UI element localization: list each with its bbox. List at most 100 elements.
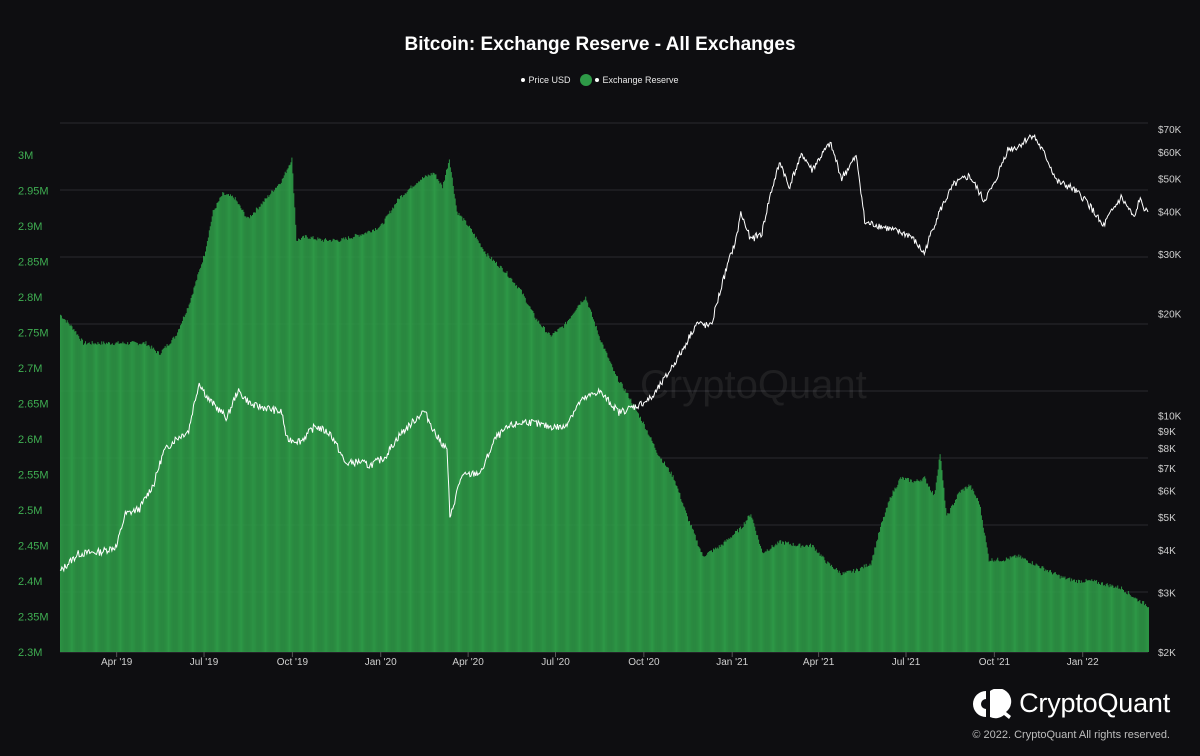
reserve-bar	[1014, 554, 1016, 652]
reserve-bar	[102, 344, 104, 652]
reserve-bar	[693, 533, 695, 652]
reserve-bar	[922, 478, 924, 652]
reserve-bar	[421, 179, 423, 652]
reserve-bar	[364, 233, 366, 652]
reserve-bar	[1010, 557, 1012, 652]
legend-price-label: Price USD	[528, 75, 571, 85]
reserve-bar	[885, 507, 887, 652]
reserve-bar	[891, 496, 893, 652]
reserve-bar	[681, 501, 683, 652]
left-tick-label: 2.35M	[18, 612, 49, 624]
reserve-bar	[645, 430, 647, 652]
reserve-bar	[991, 558, 993, 652]
reserve-bar	[719, 546, 721, 652]
reserve-bar	[737, 532, 739, 652]
reserve-bar	[79, 338, 81, 652]
reserve-bar	[1081, 582, 1083, 652]
reserve-bar	[354, 233, 356, 652]
reserve-bar	[300, 239, 302, 652]
reserve-bar	[446, 169, 447, 652]
reserve-bar	[87, 342, 89, 652]
reserve-bar	[548, 332, 550, 652]
reserve-bar	[321, 240, 323, 652]
reserve-bar	[1093, 581, 1095, 652]
reserve-bar	[921, 481, 923, 652]
reserve-bar	[940, 461, 942, 652]
reserve-bar	[221, 196, 223, 652]
reserve-bar	[97, 341, 99, 652]
reserve-bar	[930, 492, 932, 652]
reserve-bar	[1045, 569, 1047, 652]
reserve-bar	[625, 392, 627, 652]
reserve-bar	[439, 183, 441, 652]
reserve-bar	[541, 326, 543, 652]
reserve-bar	[128, 344, 130, 652]
reserve-bar	[172, 337, 174, 652]
reserve-bar	[552, 333, 554, 652]
reserve-bar	[697, 545, 699, 652]
reserve-bar	[1025, 558, 1027, 652]
reserve-bar	[381, 222, 383, 652]
legend-reserve-marker-icon	[580, 74, 593, 86]
reserve-bar	[136, 342, 138, 652]
reserve-bar	[126, 344, 128, 652]
reserve-bar	[434, 174, 436, 652]
reserve-bar	[847, 570, 849, 652]
reserve-bar	[749, 516, 751, 652]
reserve-bar	[453, 193, 455, 652]
reserve-bar	[344, 239, 346, 652]
reserve-bar	[632, 405, 634, 652]
reserve-bar	[602, 344, 604, 652]
reserve-bar	[598, 336, 600, 652]
reserve-bar	[447, 163, 449, 653]
reserve-bar	[878, 532, 880, 652]
reserve-bar	[467, 225, 469, 652]
reserve-bar	[231, 195, 233, 652]
legend-item-price[interactable]: Price USD	[521, 75, 570, 85]
reserve-bar	[606, 352, 608, 652]
reserve-bar	[455, 205, 457, 652]
reserve-bar	[322, 239, 324, 652]
reserve-bar	[270, 193, 272, 652]
reserve-bar	[474, 237, 476, 652]
reserve-bar	[161, 349, 163, 652]
reserve-bar	[641, 422, 643, 652]
reserve-bar	[257, 209, 259, 652]
reserve-bar	[699, 548, 701, 652]
reserve-bar	[1022, 557, 1024, 652]
reserve-bar	[293, 193, 295, 652]
reserve-bar	[388, 213, 390, 653]
reserve-bar	[1144, 605, 1146, 652]
reserve-bar	[620, 382, 622, 652]
left-axis-ticks: 3M 2.95M 2.9M 2.85M 2.8M 2.75M 2.7M 2.65M 2.6M 2.…	[18, 150, 49, 659]
reserve-bar	[852, 571, 854, 652]
reserve-bar	[1078, 580, 1080, 652]
reserve-bar	[132, 341, 133, 652]
reserve-bar	[777, 541, 779, 652]
reserve-bar	[919, 481, 921, 652]
reserve-bar	[417, 183, 419, 652]
reserve-bar	[296, 240, 298, 653]
reserve-bar	[623, 390, 625, 652]
reserve-bar	[752, 519, 754, 652]
reserve-bar	[384, 218, 386, 652]
reserve-bar	[1130, 596, 1132, 652]
reserve-bar	[1062, 576, 1064, 652]
reserve-bar	[744, 524, 746, 652]
reserve-bar	[536, 318, 538, 652]
reserve-bar	[493, 259, 495, 652]
reserve-bar	[482, 248, 484, 652]
reserve-bar	[314, 239, 316, 652]
reserve-bar	[427, 174, 429, 652]
reserve-bar	[101, 341, 103, 652]
reserve-bar	[1099, 583, 1100, 652]
reserve-bar	[454, 198, 456, 652]
reserve-bar	[377, 228, 379, 652]
reserve-bar	[886, 507, 888, 652]
reserve-bar	[972, 488, 974, 652]
reserve-bar	[1058, 574, 1060, 652]
reserve-bar	[1102, 585, 1104, 652]
reserve-bar	[675, 485, 677, 652]
legend-item-reserve[interactable]: Exchange Reserve	[580, 74, 679, 86]
